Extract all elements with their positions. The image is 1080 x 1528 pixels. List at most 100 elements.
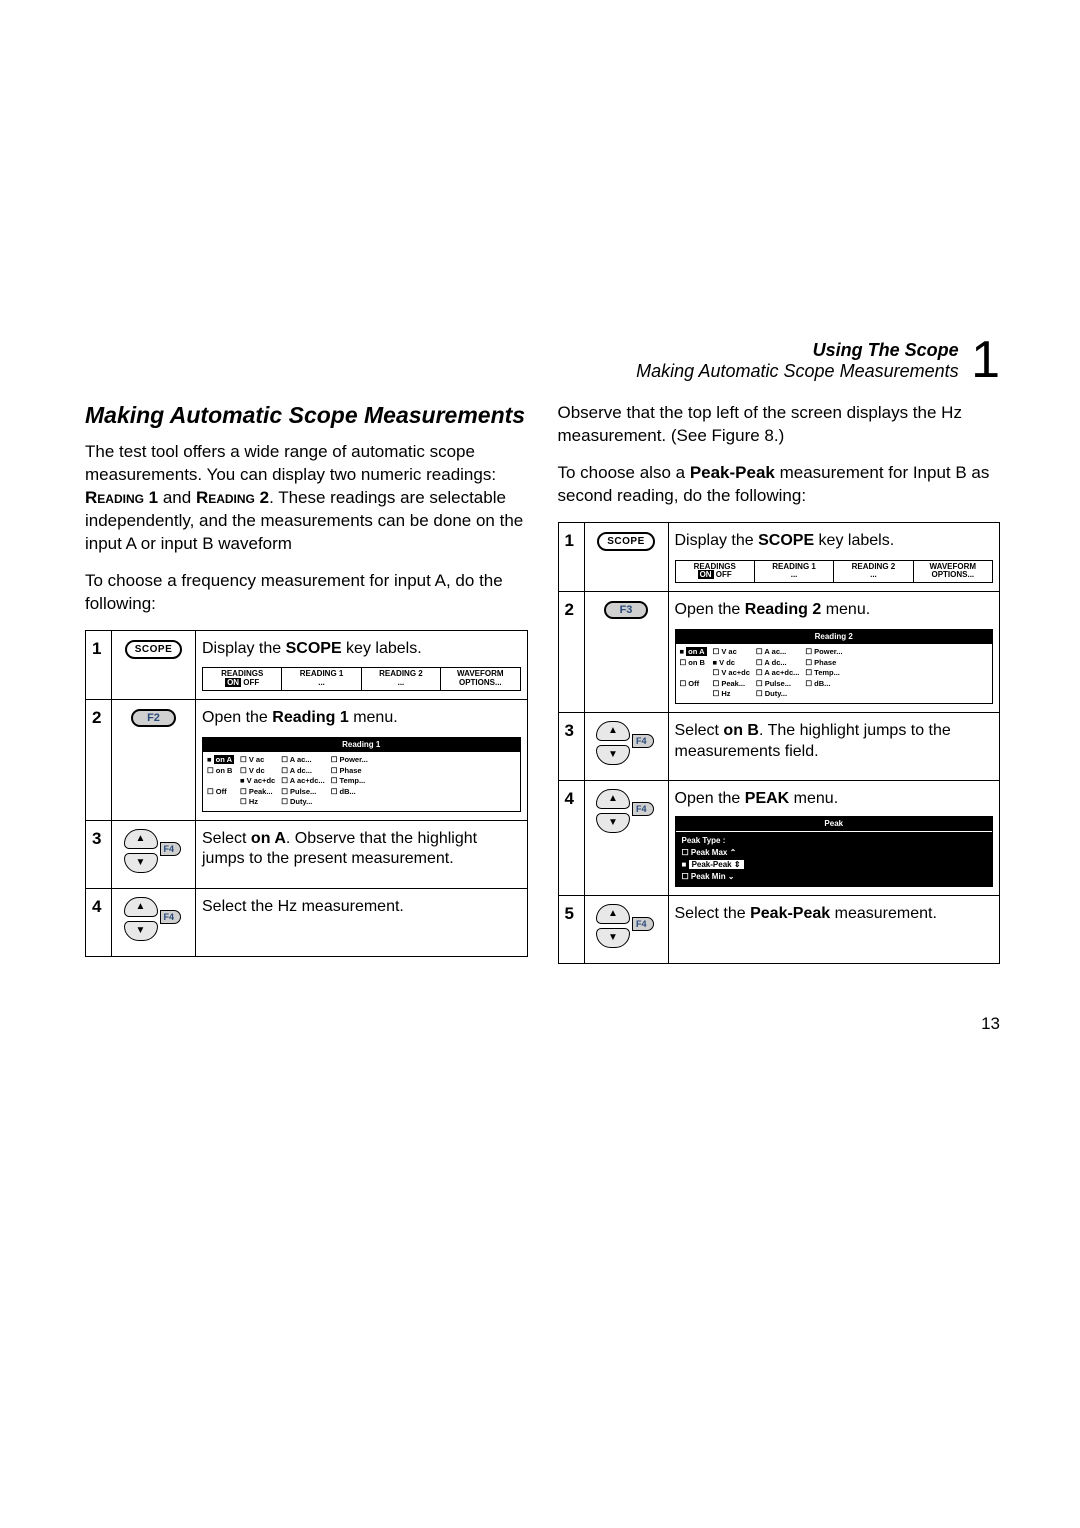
panel-col: ☐ A ac... ☐ A dc...☐ A ac+dc... ☐ Pulse...…	[756, 647, 799, 700]
f4-button: F4	[632, 917, 654, 931]
text: ☐ on B	[680, 658, 705, 667]
menu-strip: READINGSON OFF READING 1... READING 2...…	[202, 667, 521, 691]
text: ☐ V ac	[713, 647, 737, 656]
step-button-cell: SCOPE	[584, 522, 668, 591]
step-description: Display the SCOPE key labels. READINGSON…	[668, 522, 1000, 591]
header-title-1: Using The Scope	[813, 340, 959, 361]
f2-button: F2	[131, 709, 176, 727]
step-number: 4	[86, 888, 112, 956]
panel-col: ☐ V ac■ V dc☐ V ac+dc☐ Peak...☐ Hz	[713, 647, 750, 700]
panel-title: Reading 1	[203, 738, 520, 752]
text: ☐ Pulse...	[281, 787, 316, 796]
text: ...	[398, 678, 405, 687]
text: Open the	[675, 790, 745, 807]
table-row: 2 F3 Open the Reading 2 menu. Reading 2 …	[558, 592, 1000, 713]
table-row: 1 SCOPE Display the SCOPE key labels. RE…	[86, 630, 528, 699]
reading-1-label: Reading 1	[85, 488, 158, 507]
arrow-down-icon: ▼	[124, 853, 158, 873]
arrow-up-icon: ▲	[596, 904, 630, 924]
text: ON	[225, 678, 241, 687]
step-button-cell: F3	[584, 592, 668, 713]
text: ☐ Hz	[713, 689, 731, 698]
text: menu.	[789, 790, 838, 807]
arrow-down-icon: ▼	[596, 813, 630, 833]
arrow-up-icon: ▲	[124, 829, 158, 849]
page-number: 13	[981, 1014, 1000, 1034]
step-description: Select on B. The highlight jumps to the …	[668, 712, 1000, 780]
table-row: 2 F2 Open the Reading 1 menu. Reading 1 …	[86, 699, 528, 820]
text: ☐ Power...	[805, 647, 842, 656]
steps-table-right: 1 SCOPE Display the SCOPE key labels. RE…	[558, 522, 1001, 964]
text: ☐ Phase	[331, 766, 362, 775]
text: ☐ A ac+dc...	[281, 776, 324, 785]
text: ☐ dB...	[805, 679, 830, 688]
text: ☐ V ac+dc	[713, 668, 750, 677]
text: Reading 2	[745, 601, 821, 618]
text: ☐ Hz	[240, 797, 258, 806]
step-number: 4	[558, 780, 584, 895]
arrow-buttons: ▲ ▼ F4	[596, 789, 656, 835]
text: ☐ Pulse...	[756, 679, 791, 688]
text: ☐ dB...	[331, 787, 356, 796]
text: Open the	[202, 709, 272, 726]
text: ☐ Peak...	[713, 679, 746, 688]
text: ☐ Duty...	[756, 689, 787, 698]
text: ☐ A ac+dc...	[756, 668, 799, 677]
text: SCOPE	[286, 640, 342, 657]
text: Select the	[675, 905, 751, 922]
text: Open the	[675, 601, 745, 618]
f4-button: F4	[632, 802, 654, 816]
text: Select	[202, 830, 251, 847]
text: ...	[870, 570, 877, 579]
text: Peak Type :	[682, 836, 726, 845]
text: OPTIONS...	[931, 570, 974, 579]
table-row: 4 ▲ ▼ F4 Open the PEAK menu. Peak	[558, 780, 1000, 895]
observe-paragraph: Observe that the top left of the screen …	[558, 402, 1001, 448]
step-button-cell: SCOPE	[112, 630, 196, 699]
arrow-down-icon: ▼	[124, 921, 158, 941]
right-column: Observe that the top left of the screen …	[558, 402, 1001, 964]
text: ☐ A dc...	[756, 658, 787, 667]
text: WAVEFORM	[930, 562, 977, 571]
step-number: 1	[558, 522, 584, 591]
scope-button: SCOPE	[125, 640, 183, 659]
arrow-buttons: ▲ ▼ F4	[596, 904, 656, 950]
menu-strip: READINGSON OFF READING 1... READING 2...…	[675, 560, 994, 584]
panel-col: ☐ Power...☐ Phase☐ Temp...☐ dB...	[331, 755, 368, 808]
step-button-cell: ▲ ▼ F4	[584, 780, 668, 895]
text: ☐ A ac...	[281, 755, 311, 764]
text: ☐ A ac...	[756, 647, 786, 656]
steps-table-left: 1 SCOPE Display the SCOPE key labels. RE…	[85, 630, 528, 957]
reading-2-label: Reading 2	[196, 488, 269, 507]
text: ☐ on B	[207, 766, 232, 775]
text: Peak-Peak	[750, 905, 830, 922]
section-title: Making Automatic Scope Measurements	[85, 402, 528, 429]
arrow-down-icon: ▼	[596, 928, 630, 948]
f4-button: F4	[160, 910, 182, 924]
text: ☐ Temp...	[805, 668, 840, 677]
chapter-number: 1	[971, 340, 1000, 382]
step-description: Select the Peak-Peak measurement.	[668, 896, 1000, 964]
text: WAVEFORM	[457, 669, 504, 678]
text: measurement.	[830, 905, 937, 922]
text: ☐ V dc	[240, 766, 265, 775]
text: READING 1	[300, 669, 344, 678]
peak-panel: Peak Peak Type : ☐ Peak Max ⌃ ■ Peak-Pea…	[675, 816, 994, 887]
instruction-paragraph: To choose a frequency measurement for in…	[85, 570, 528, 616]
panel-title: Reading 2	[676, 630, 993, 644]
arrow-up-icon: ▲	[596, 721, 630, 741]
text: PEAK	[745, 790, 789, 807]
step-number: 2	[86, 699, 112, 820]
text: Select	[675, 722, 724, 739]
text: key labels.	[342, 640, 422, 657]
step-description: Select on A. Observe that the highlight …	[196, 820, 528, 888]
reading-panel: Reading 2 ■ on A☐ on B☐ Off ☐ V ac■ V dc…	[675, 629, 994, 704]
text: SCOPE	[758, 532, 814, 549]
text: ☐ Peak...	[240, 787, 273, 796]
text: READING 2	[852, 562, 896, 571]
table-row: 1 SCOPE Display the SCOPE key labels. RE…	[558, 522, 1000, 591]
text: ☐ Peak Max ⌃	[682, 848, 737, 857]
text: on B	[723, 722, 759, 739]
f3-button: F3	[604, 601, 649, 619]
text: on A	[686, 647, 706, 656]
